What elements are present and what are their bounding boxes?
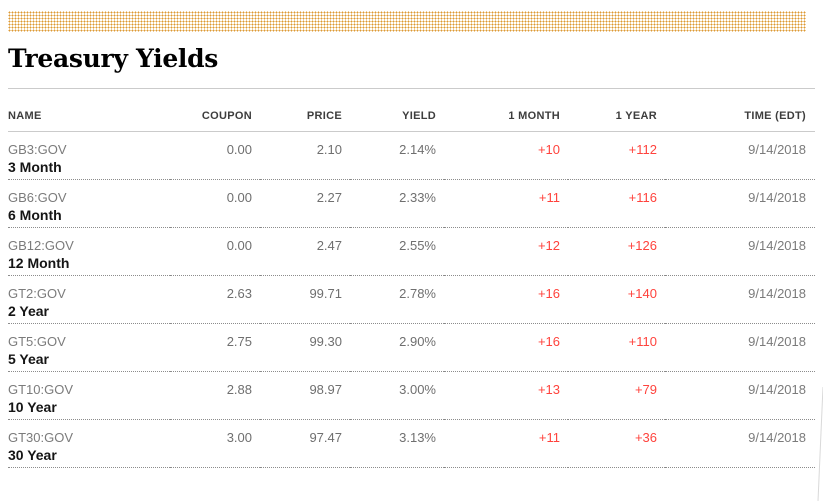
change-1month-cell: +10 [444,131,568,180]
security-tenor-label: 2 Year [8,303,50,319]
table-row: GT2:GOV 2 Year 2.63 99.71 2.78% +16 +140… [8,275,815,324]
security-name-cell[interactable]: GB6:GOV 6 Month [8,179,170,228]
table-body: GB3:GOV 3 Month 0.00 2.10 2.14% +10 +112… [8,131,815,468]
security-tenor-label: 30 Year [8,447,57,463]
change-1month-cell: +12 [444,227,568,276]
security-tenor-label: 5 Year [8,351,50,367]
time-cell: 9/14/2018 [665,131,815,180]
column-header-1month: 1 MONTH [444,89,568,132]
yield-cell: 2.78% [350,275,444,324]
treasury-yields-table: NAME COUPON PRICE YIELD 1 MONTH 1 YEAR T… [8,89,815,468]
security-ticker[interactable]: GB3:GOV [8,142,67,157]
column-header-price: PRICE [260,89,350,132]
column-header-1year: 1 YEAR [568,89,665,132]
time-cell: 9/14/2018 [665,179,815,228]
security-ticker[interactable]: GT10:GOV [8,382,74,397]
price-cell: 99.71 [260,275,350,324]
security-ticker[interactable]: GB6:GOV [8,190,67,205]
table-row: GT5:GOV 5 Year 2.75 99.30 2.90% +16 +110… [8,323,815,372]
page-title: Treasury Yields [8,44,219,73]
dotted-accent-band [8,11,806,32]
price-cell: 98.97 [260,371,350,420]
column-header-coupon: COUPON [170,89,260,132]
change-1year-cell: +126 [568,227,665,276]
security-tenor-label: 10 Year [8,399,57,415]
table-row: GT30:GOV 30 Year 3.00 97.47 3.13% +11 +3… [8,419,815,468]
security-name-cell[interactable]: GB12:GOV 12 Month [8,227,170,276]
table-row: GB6:GOV 6 Month 0.00 2.27 2.33% +11 +116… [8,179,815,228]
change-1month-cell: +16 [444,275,568,324]
security-tenor-label: 3 Month [8,159,62,175]
coupon-cell: 2.75 [170,323,260,372]
table-row: GT10:GOV 10 Year 2.88 98.97 3.00% +13 +7… [8,371,815,420]
security-ticker[interactable]: GT2:GOV [8,286,66,301]
yield-cell: 2.90% [350,323,444,372]
change-1month-cell: +16 [444,323,568,372]
yield-cell: 2.33% [350,179,444,228]
change-1month-cell: +11 [444,419,568,468]
security-name-cell[interactable]: GT2:GOV 2 Year [8,275,170,324]
change-1year-cell: +140 [568,275,665,324]
price-cell: 99.30 [260,323,350,372]
coupon-cell: 2.88 [170,371,260,420]
page-container: Treasury Yields NAME COUPON PRICE YIELD … [0,11,823,468]
yield-cell: 3.13% [350,419,444,468]
column-header-time: TIME (EDT) [665,89,815,132]
coupon-cell: 0.00 [170,179,260,228]
time-cell: 9/14/2018 [665,323,815,372]
table-row: GB12:GOV 12 Month 0.00 2.47 2.55% +12 +1… [8,227,815,276]
change-1year-cell: +116 [568,179,665,228]
security-tenor-label: 6 Month [8,207,62,223]
time-cell: 9/14/2018 [665,419,815,468]
change-1year-cell: +112 [568,131,665,180]
time-cell: 9/14/2018 [665,227,815,276]
coupon-cell: 0.00 [170,131,260,180]
title-divider [8,88,815,89]
price-cell: 2.27 [260,179,350,228]
table-header: NAME COUPON PRICE YIELD 1 MONTH 1 YEAR T… [8,89,815,132]
column-header-name: NAME [8,89,170,132]
security-ticker[interactable]: GT30:GOV [8,430,74,445]
security-name-cell[interactable]: GT30:GOV 30 Year [8,419,170,468]
security-name-cell[interactable]: GT10:GOV 10 Year [8,371,170,420]
coupon-cell: 0.00 [170,227,260,276]
security-ticker[interactable]: GB12:GOV [8,238,74,253]
change-1month-cell: +13 [444,371,568,420]
security-name-cell[interactable]: GB3:GOV 3 Month [8,131,170,180]
coupon-cell: 2.63 [170,275,260,324]
column-header-yield: YIELD [350,89,444,132]
security-tenor-label: 12 Month [8,255,70,271]
time-cell: 9/14/2018 [665,371,815,420]
table-row: GB3:GOV 3 Month 0.00 2.10 2.14% +10 +112… [8,131,815,180]
yield-cell: 2.14% [350,131,444,180]
change-1month-cell: +11 [444,179,568,228]
security-name-cell[interactable]: GT5:GOV 5 Year [8,323,170,372]
price-cell: 97.47 [260,419,350,468]
time-cell: 9/14/2018 [665,275,815,324]
change-1year-cell: +79 [568,371,665,420]
change-1year-cell: +36 [568,419,665,468]
price-cell: 2.47 [260,227,350,276]
yield-cell: 3.00% [350,371,444,420]
security-ticker[interactable]: GT5:GOV [8,334,66,349]
price-cell: 2.10 [260,131,350,180]
coupon-cell: 3.00 [170,419,260,468]
change-1year-cell: +110 [568,323,665,372]
yield-cell: 2.55% [350,227,444,276]
